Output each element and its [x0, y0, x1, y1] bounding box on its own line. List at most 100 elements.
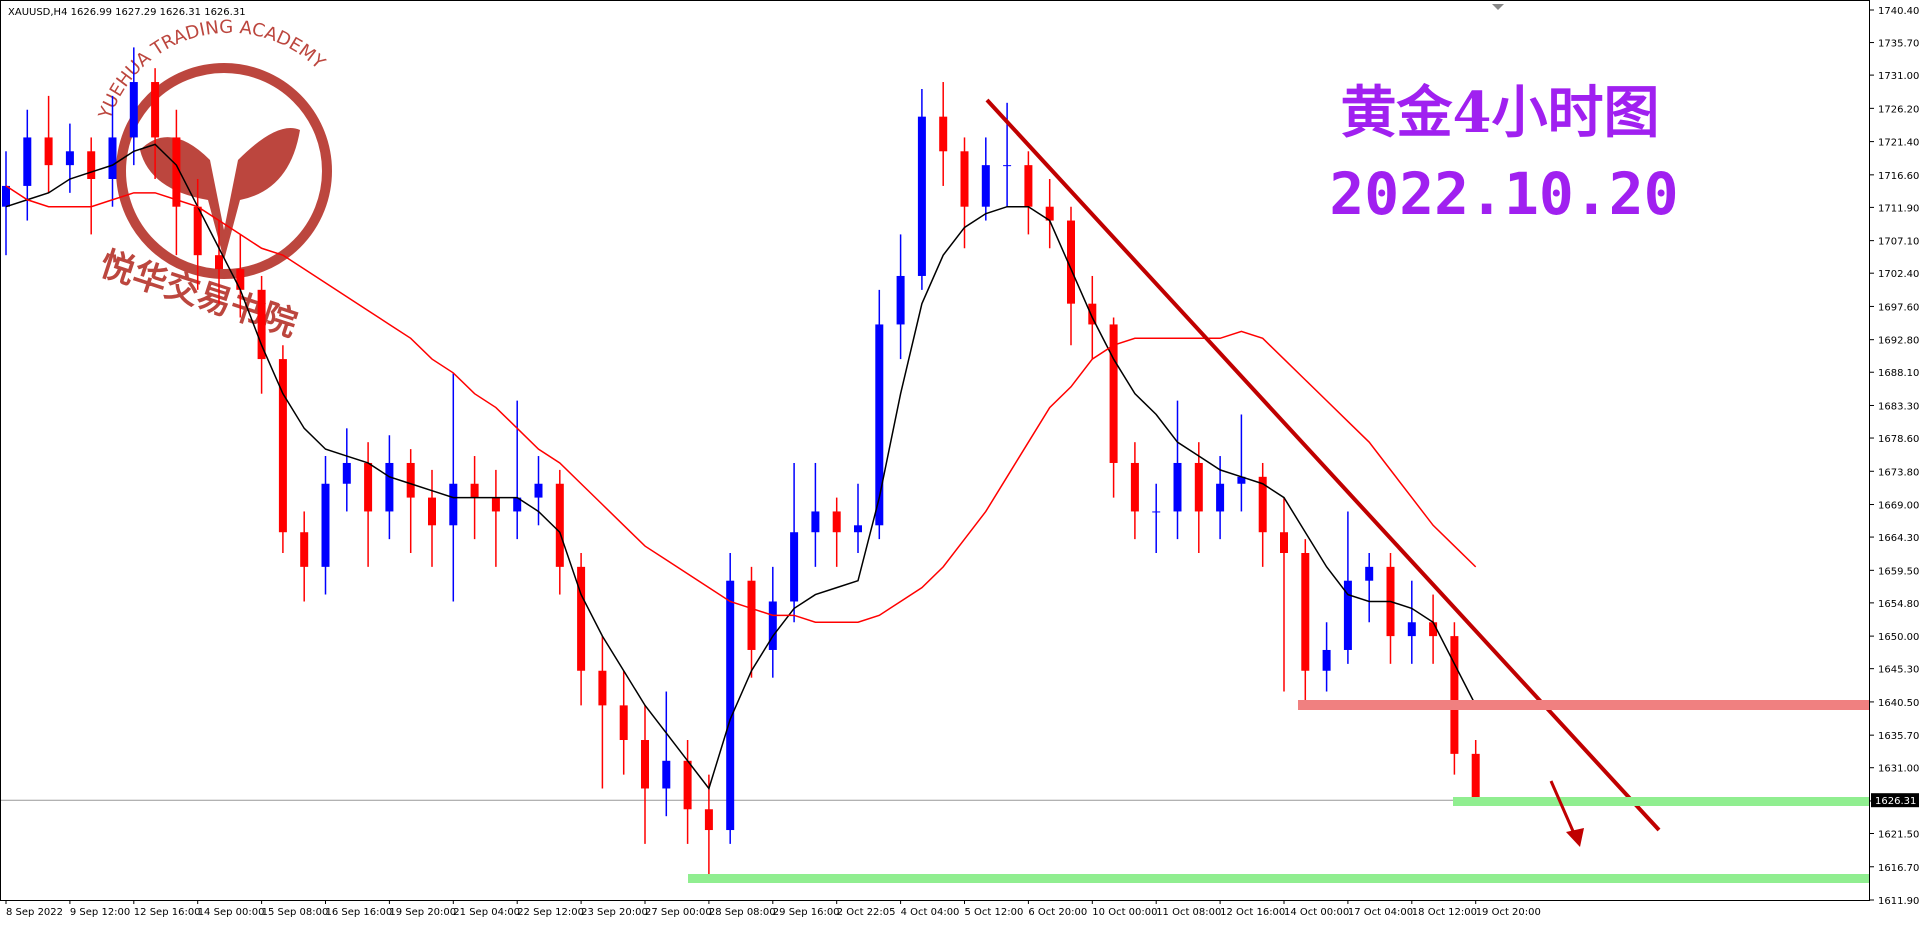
y-tick-label: 1631.00 [1878, 764, 1919, 775]
y-tick-label: 1654.80 [1878, 599, 1919, 610]
candle-body [854, 525, 862, 533]
y-tick-label: 1635.70 [1878, 731, 1919, 742]
candle-body [65, 151, 74, 166]
candle-body [385, 462, 394, 512]
x-tick-label: 15 Sep 08:00 [262, 907, 329, 918]
candle-body [1280, 532, 1288, 554]
y-tick-label: 1659.50 [1878, 566, 1919, 577]
y-tick-label: 1731.00 [1878, 71, 1919, 82]
y-tick-label: 1692.80 [1878, 336, 1919, 347]
x-tick-label: 6 Oct 20:00 [1028, 907, 1087, 918]
candle-body [1024, 165, 1033, 207]
candle-body [470, 483, 479, 498]
x-tick-label: 5 Oct 12:00 [965, 907, 1024, 918]
candle-body [662, 760, 671, 789]
x-tick-label: 27 Sep 00:00 [645, 907, 712, 918]
y-tick-label: 1611.90 [1878, 896, 1919, 907]
candle-body [151, 82, 160, 138]
candle-body [577, 566, 586, 671]
y-tick-label: 1740.40 [1878, 6, 1919, 17]
candle-body [683, 760, 692, 810]
x-tick-label: 16 Sep 16:00 [326, 907, 393, 918]
candle-body [747, 580, 756, 650]
candle-body [108, 137, 117, 179]
candle-body [1067, 220, 1075, 304]
scroll-marker [1492, 4, 1504, 10]
support-zone [1453, 797, 1870, 806]
candle-body [1322, 649, 1331, 671]
candle-body [1003, 165, 1012, 167]
candle-body [129, 82, 138, 138]
candle-body [555, 483, 564, 567]
y-tick-label: 1669.00 [1878, 501, 1919, 512]
candle-body [193, 206, 202, 256]
candle-body [534, 483, 543, 498]
candle-body [1365, 566, 1374, 581]
candle-body [1450, 636, 1459, 754]
price-label-box [1871, 793, 1919, 808]
candle-body [917, 116, 926, 276]
arrow-shaft [1549, 780, 1578, 839]
candle-body [1088, 303, 1097, 325]
x-tick-label: 18 Oct 12:00 [1412, 907, 1477, 918]
resistance-zone [1298, 700, 1870, 710]
arrow-head [1566, 828, 1584, 847]
candle-body [300, 532, 309, 567]
x-tick-label: 19 Sep 20:00 [389, 907, 456, 918]
y-tick-label: 1673.80 [1878, 467, 1919, 478]
x-tick-label: 2 Oct 22:05 [837, 907, 896, 918]
moving-average [5, 143, 1477, 791]
candle-body [491, 497, 500, 512]
x-tick-label: 12 Oct 16:00 [1220, 907, 1285, 918]
candle-body [619, 705, 628, 741]
candle-body [1429, 622, 1438, 637]
x-tick-label: 10 Oct 00:00 [1092, 907, 1157, 918]
y-tick-label: 1735.70 [1878, 39, 1919, 50]
y-tick-label: 1721.40 [1878, 138, 1919, 149]
x-tick-label: 14 Oct 00:00 [1284, 907, 1349, 918]
candle-body [23, 137, 32, 186]
x-tick-label: 23 Sep 20:00 [581, 907, 648, 918]
x-tick-label: 14 Sep 00:00 [198, 907, 265, 918]
y-tick-label: 1683.30 [1878, 401, 1919, 412]
candle-body [278, 359, 287, 533]
candle-body [406, 462, 415, 498]
y-tick-label: 1640.50 [1878, 698, 1919, 709]
x-tick-label: 22 Sep 12:00 [517, 907, 584, 918]
candle-body [2, 185, 10, 207]
candle-body [875, 324, 884, 526]
x-tick-label: 4 Oct 04:00 [901, 907, 960, 918]
candle-body [1045, 206, 1054, 221]
y-tick-label: 1645.30 [1878, 665, 1919, 676]
y-tick-label: 1702.40 [1878, 269, 1919, 280]
x-tick-label: 29 Sep 16:00 [773, 907, 840, 918]
y-tick-label: 1697.60 [1878, 302, 1919, 313]
candle-body [981, 165, 990, 207]
candle-body [1258, 476, 1267, 533]
y-tick-label: 1678.60 [1878, 434, 1919, 445]
x-tick-label: 21 Sep 04:00 [453, 907, 520, 918]
plot-border [0, 0, 1870, 901]
candle-body [1343, 580, 1352, 650]
x-tick-label: 19 Oct 20:00 [1476, 907, 1541, 918]
symbol-header: XAUUSD,H4 1626.99 1627.29 1626.31 1626.3… [8, 7, 246, 18]
y-tick-label: 1711.90 [1878, 203, 1919, 214]
candle-body [44, 137, 53, 166]
candle-body [449, 483, 458, 526]
candle-body [832, 511, 841, 533]
y-tick-label: 1621.50 [1878, 830, 1919, 841]
logo-ring [116, 63, 332, 279]
candle-body [172, 137, 181, 207]
y-tick-label: 1616.70 [1878, 863, 1919, 874]
candle-body [428, 497, 436, 526]
candle-body [1216, 483, 1225, 512]
candle-body [321, 483, 330, 567]
y-tick-label: 1664.30 [1878, 533, 1919, 544]
candle-body [236, 269, 245, 290]
candle-body [1237, 476, 1246, 484]
plot: 1740.40 1735.70 1731.00 1726.20 1721.40 1716.… [0, 6, 1919, 918]
candle-body [726, 580, 735, 831]
candle-body [811, 511, 820, 533]
